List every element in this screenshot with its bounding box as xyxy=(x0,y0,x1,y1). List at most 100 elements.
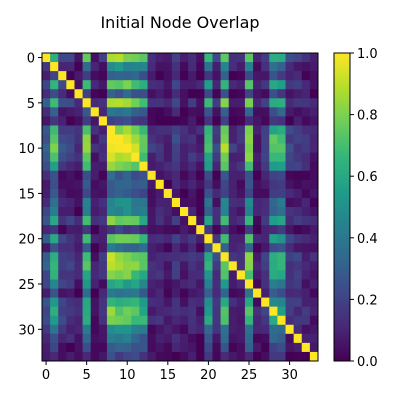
heatmap-cell xyxy=(163,207,173,217)
heatmap-cell xyxy=(212,234,221,244)
heatmap-cell xyxy=(139,270,148,280)
heatmap-cell xyxy=(163,170,173,181)
heatmap-cell xyxy=(42,261,51,271)
heatmap-cell xyxy=(261,225,270,235)
heatmap-cell xyxy=(269,197,278,208)
heatmap-cell xyxy=(285,288,295,298)
heatmap-cell xyxy=(66,134,75,144)
heatmap-cell xyxy=(131,288,140,298)
heatmap-cell xyxy=(90,98,100,108)
heatmap-cell xyxy=(269,279,278,289)
heatmap-cell xyxy=(236,197,246,208)
heatmap-cell xyxy=(106,225,116,235)
heatmap-cell xyxy=(98,179,108,190)
heatmap-cell xyxy=(98,324,108,335)
heatmap-cell xyxy=(50,351,59,362)
heatmap-cell xyxy=(115,324,124,335)
heatmap-cell xyxy=(269,234,278,244)
heatmap-cell xyxy=(98,351,108,362)
heatmap-cell xyxy=(220,125,230,135)
heatmap-cell xyxy=(196,324,205,335)
heatmap-cell xyxy=(66,297,75,308)
heatmap-cell xyxy=(50,179,59,190)
heatmap-cell xyxy=(131,125,140,135)
heatmap-cell xyxy=(293,261,303,271)
heatmap-cell xyxy=(139,252,148,262)
heatmap-cell xyxy=(106,351,116,362)
heatmap-cell xyxy=(261,125,270,135)
heatmap-cell xyxy=(277,197,286,208)
heatmap-cell xyxy=(82,80,92,90)
heatmap-cell xyxy=(147,216,157,226)
heatmap-cell xyxy=(58,234,67,244)
heatmap-cell xyxy=(155,243,165,253)
heatmap-cell xyxy=(171,143,181,154)
heatmap-cell xyxy=(50,234,59,244)
heatmap-cell xyxy=(180,243,189,253)
heatmap-cell xyxy=(204,116,213,126)
heatmap-cell xyxy=(115,62,124,72)
heatmap-cell xyxy=(180,116,189,126)
heatmap-cell xyxy=(244,71,254,81)
heatmap-cell xyxy=(301,152,311,163)
heatmap-cell xyxy=(301,62,311,72)
heatmap-cell xyxy=(196,107,205,117)
heatmap-cell xyxy=(90,116,100,126)
heatmap-cell xyxy=(309,261,319,271)
heatmap-cell xyxy=(82,252,92,262)
heatmap-cell xyxy=(139,125,148,135)
heatmap-cell xyxy=(180,315,189,326)
heatmap-cell xyxy=(90,161,100,172)
heatmap-cell xyxy=(253,297,262,308)
heatmap-cell xyxy=(204,125,213,135)
heatmap-cell xyxy=(131,225,140,235)
heatmap-cell xyxy=(244,342,254,353)
heatmap-cell xyxy=(180,207,189,217)
heatmap-cell xyxy=(236,342,246,353)
heatmap-cell xyxy=(293,197,303,208)
y-tick-label: 15 xyxy=(18,187,35,202)
heatmap-cell xyxy=(309,80,319,90)
heatmap-cell xyxy=(106,170,116,181)
heatmap-cell xyxy=(123,306,132,317)
heatmap-cell xyxy=(220,234,230,244)
heatmap-cell xyxy=(147,71,157,81)
heatmap-cell xyxy=(180,89,189,99)
heatmap-cell xyxy=(139,179,148,190)
heatmap-cell xyxy=(50,270,59,280)
heatmap-cell xyxy=(228,243,238,253)
heatmap-cell xyxy=(212,197,221,208)
heatmap-cell xyxy=(66,107,75,117)
heatmap-cell xyxy=(98,207,108,217)
heatmap-cell xyxy=(131,306,140,317)
heatmap-cell xyxy=(171,297,181,308)
heatmap-cell xyxy=(204,252,213,262)
heatmap-cell xyxy=(301,288,311,298)
heatmap-cell xyxy=(204,270,213,280)
heatmap-cell xyxy=(131,98,140,108)
heatmap-cell xyxy=(285,62,295,72)
heatmap-cell xyxy=(82,179,92,190)
heatmap-cell xyxy=(277,98,286,108)
heatmap-cell xyxy=(115,71,124,81)
heatmap-cell xyxy=(285,297,295,308)
heatmap-cell xyxy=(50,143,59,154)
heatmap-cell xyxy=(261,279,270,289)
heatmap-cell xyxy=(90,89,100,99)
heatmap-cell xyxy=(147,125,157,135)
chart-title: Initial Node Overlap xyxy=(100,13,259,32)
heatmap-cell xyxy=(261,134,270,144)
heatmap-cell xyxy=(115,80,124,90)
heatmap-cell xyxy=(204,89,213,99)
heatmap-cell xyxy=(277,333,286,344)
heatmap-cell xyxy=(171,315,181,326)
heatmap-cell xyxy=(293,315,303,326)
heatmap-cell xyxy=(301,188,311,199)
heatmap-cell xyxy=(293,252,303,262)
heatmap-cell xyxy=(106,89,116,99)
heatmap-cell xyxy=(131,342,140,353)
heatmap-cell xyxy=(163,179,173,190)
heatmap-cell xyxy=(277,89,286,99)
heatmap-cell xyxy=(82,270,92,280)
heatmap-cell xyxy=(253,98,262,108)
